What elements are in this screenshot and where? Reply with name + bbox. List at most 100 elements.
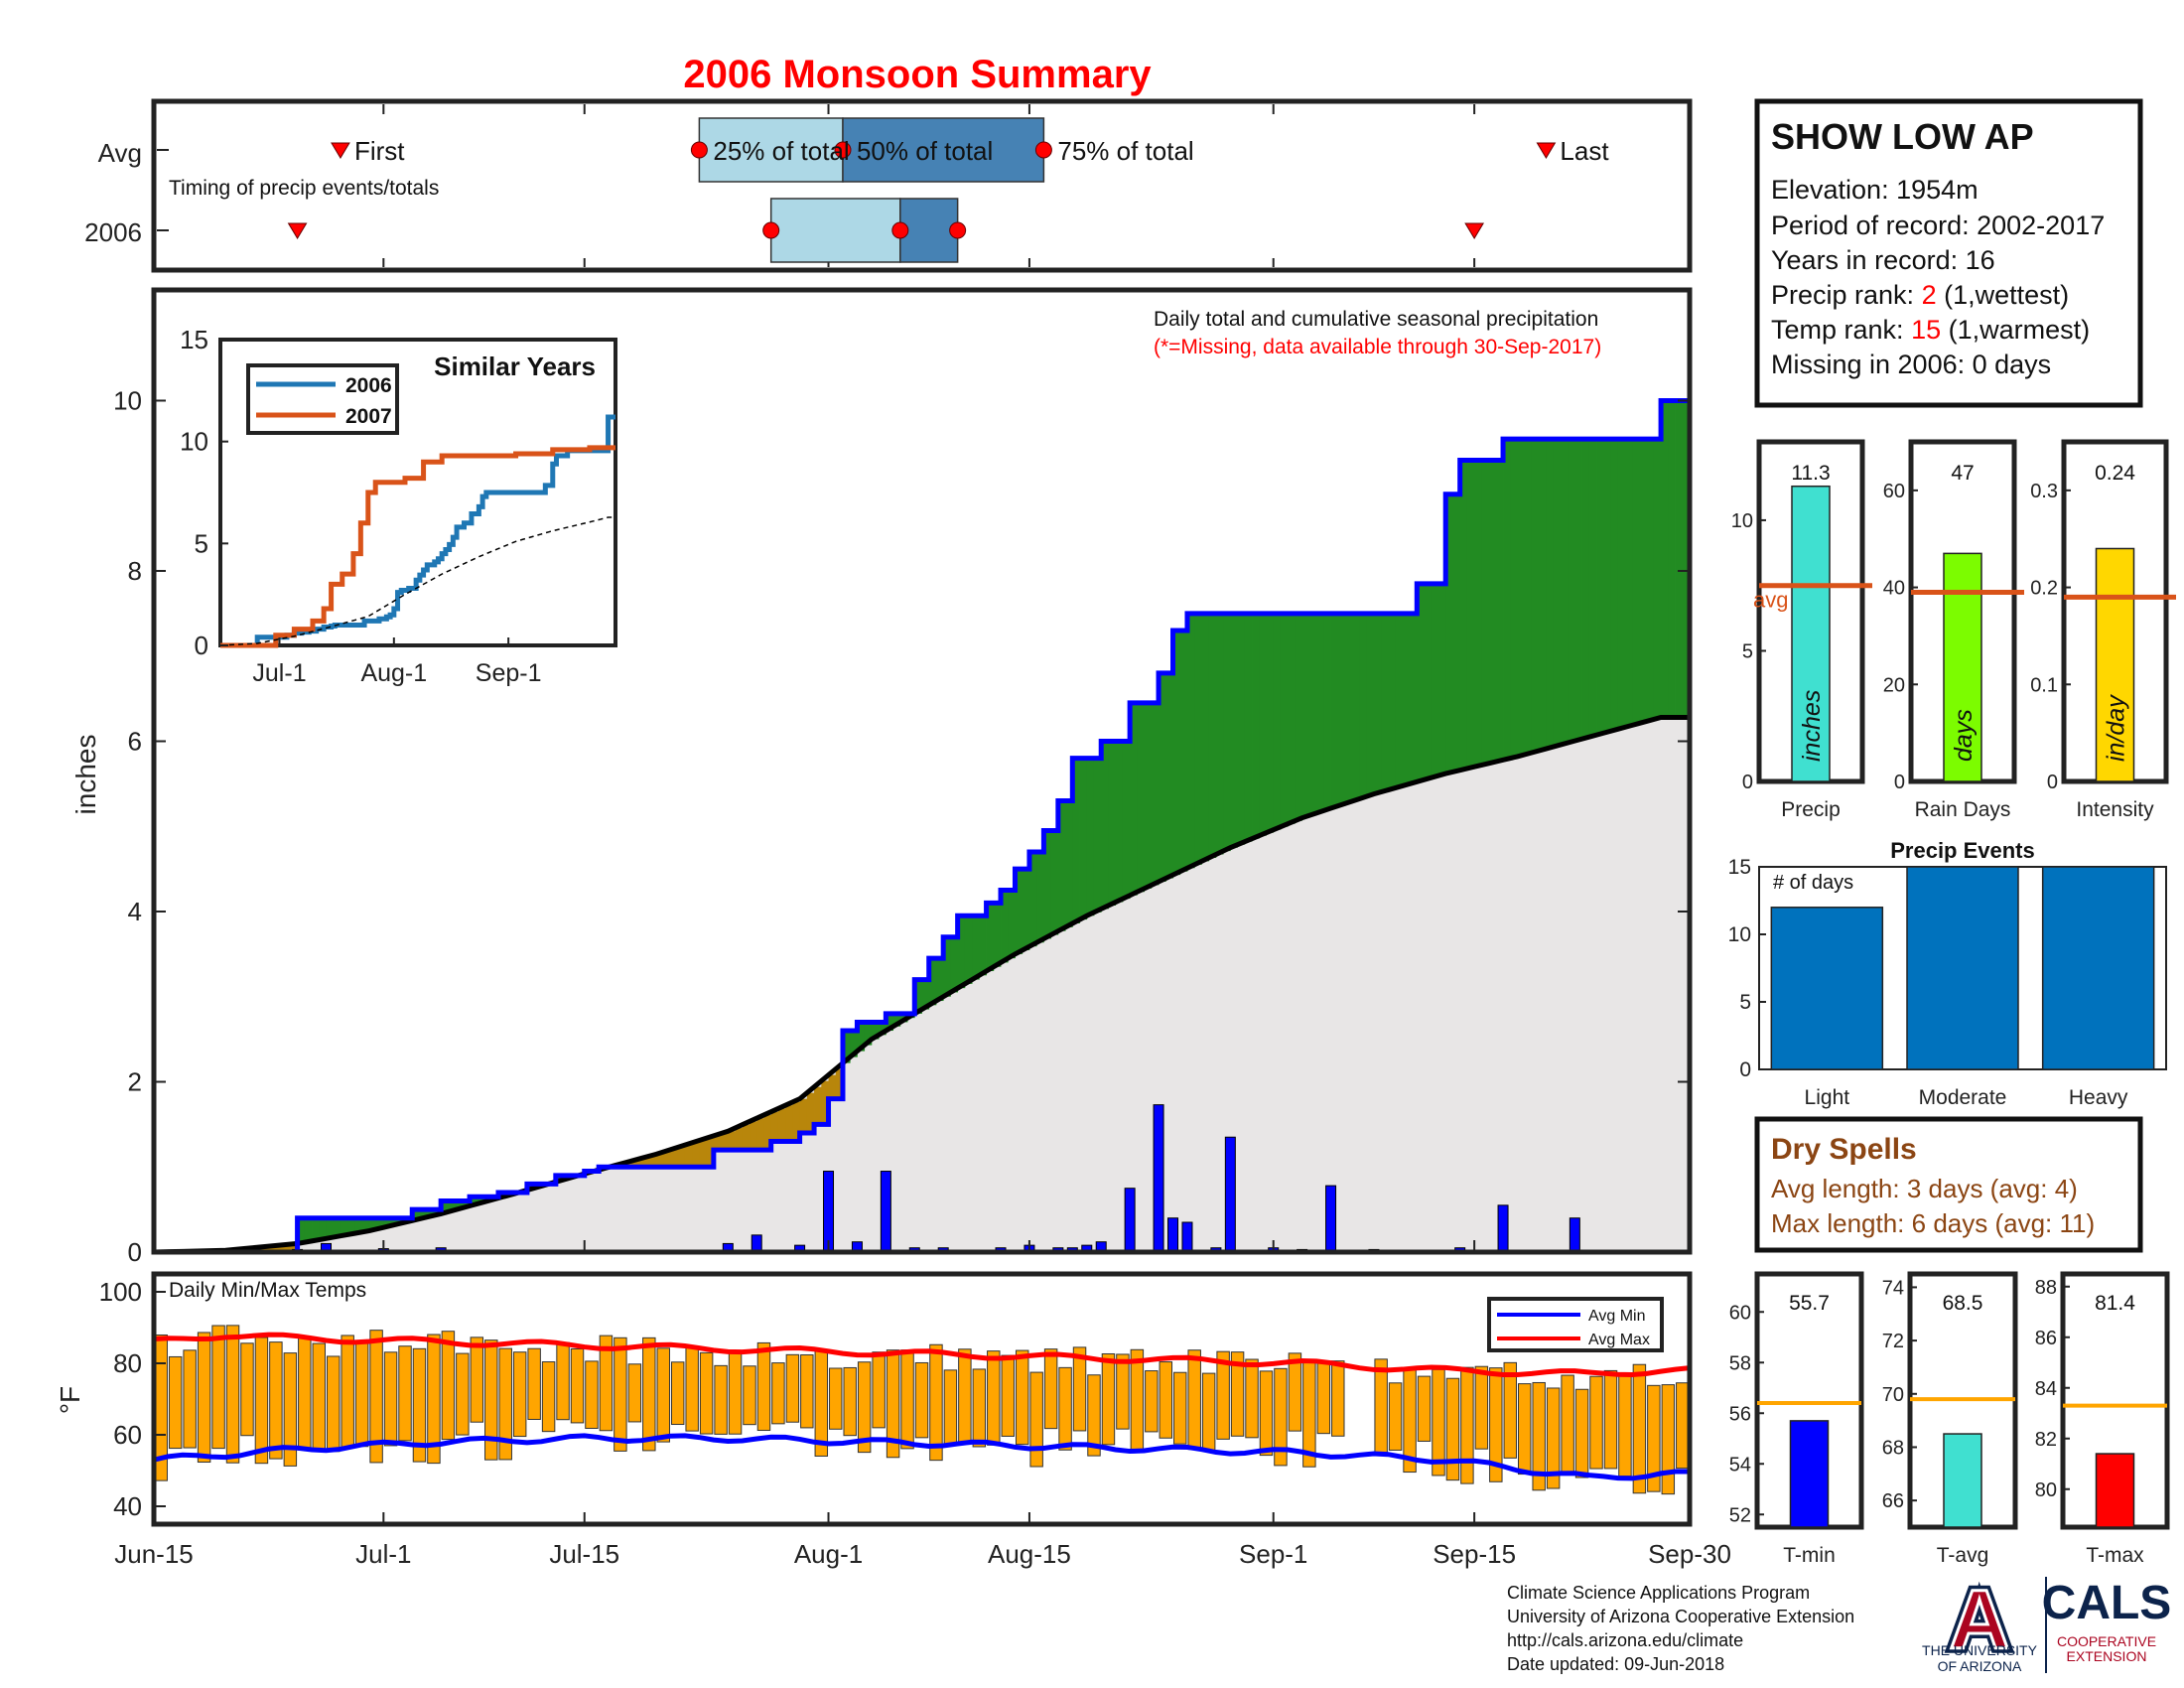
inset-x-tick-label: Aug-1 xyxy=(360,659,427,687)
daily-temp-bar xyxy=(987,1350,1001,1446)
timing-row-year-label: 2006 xyxy=(84,217,142,247)
surplus-band xyxy=(1402,613,1411,786)
surplus-band xyxy=(928,958,937,1006)
daily-temp-bar xyxy=(627,1363,642,1423)
temp-stat-bar xyxy=(1943,1433,1982,1528)
deficit-band xyxy=(835,1068,844,1099)
surplus-band xyxy=(1337,613,1346,806)
deficit-band xyxy=(728,1131,736,1151)
daily-temp-bar xyxy=(1374,1358,1388,1455)
ua-text-2: OF ARIZONA xyxy=(1938,1658,2022,1674)
surplus-band xyxy=(1675,400,1684,718)
deficit-band xyxy=(283,1244,291,1252)
quantile-marker xyxy=(762,221,780,239)
first-last-marker xyxy=(1464,222,1485,239)
daily-temp-bar xyxy=(168,1355,183,1450)
x-tick-label: Jun-15 xyxy=(114,1539,194,1569)
q50-label: 50% of total xyxy=(857,136,993,166)
temp-stat-category-label: T-avg xyxy=(1937,1544,1989,1567)
surplus-band xyxy=(1280,613,1289,827)
q50-q75-box xyxy=(842,117,1045,183)
temp-stat-category-label: T-max xyxy=(2086,1544,2144,1567)
daily-temp-bar xyxy=(756,1341,771,1432)
daily-temp-bar xyxy=(326,1355,341,1453)
daily-temp-bar xyxy=(312,1342,326,1450)
stat-value-label: 47 xyxy=(1951,462,1974,485)
stat-unit-label: in/day xyxy=(2103,694,2130,762)
station-missing: Missing in 2006: 0 days xyxy=(1771,350,2051,379)
temp-legend xyxy=(1487,1297,1664,1352)
surplus-band xyxy=(1273,613,1282,830)
y-tick-label: 2 xyxy=(128,1066,142,1096)
precip-chart: Daily total and cumulative seasonal prec… xyxy=(70,287,1693,1267)
footer-line-2: University of Arizona Cooperative Extens… xyxy=(1507,1607,1854,1626)
surplus-band xyxy=(1588,439,1597,738)
surplus-band xyxy=(1639,439,1648,724)
daily-temp-bar xyxy=(1474,1365,1489,1450)
surplus-band xyxy=(477,1196,484,1204)
similar-years-title: Similar Years xyxy=(434,352,596,381)
surplus-band xyxy=(921,979,930,1010)
temp-chart-title: Daily Min/Max Temps xyxy=(169,1279,366,1302)
surplus-band xyxy=(1452,493,1461,773)
deficit-band xyxy=(792,1101,801,1142)
stat-y-tick-label: 10 xyxy=(1731,510,1753,532)
temp-y-tick-label: 40 xyxy=(113,1491,142,1521)
surplus-band xyxy=(957,915,966,989)
avg-max-legend-label: Avg Max xyxy=(1588,1332,1650,1348)
daily-temp-bar xyxy=(269,1341,283,1460)
precip-rank: Precip rank: 2 (1,wettest) xyxy=(1771,280,2069,310)
stat-y-tick-label: 0.3 xyxy=(2030,481,2058,502)
temp-stat-y-tick-label: 84 xyxy=(2035,1378,2057,1400)
first-label: First xyxy=(354,136,405,166)
similar-years-legend xyxy=(246,363,399,435)
surplus-band xyxy=(376,1217,384,1229)
surplus-band xyxy=(1215,613,1224,855)
cals-sub-2: EXTENSION xyxy=(2067,1648,2147,1664)
surplus-band xyxy=(412,1209,420,1221)
q25-q50-box xyxy=(769,198,901,263)
daily-temp-bar xyxy=(283,1352,298,1467)
surplus-band xyxy=(1646,439,1655,722)
dry-spells: Dry Spells Avg length: 3 days (avg: 4) M… xyxy=(1754,1116,2143,1253)
stat-category-label: Rain Days xyxy=(1915,798,2011,821)
daily-temp-bar xyxy=(1159,1361,1173,1439)
surplus-band xyxy=(1259,613,1267,836)
stat-y-tick-label: 60 xyxy=(1883,481,1905,502)
daily-temp-bar xyxy=(1574,1388,1589,1478)
x-tick-label: Jul-15 xyxy=(549,1539,619,1569)
inset-y-tick-label: 10 xyxy=(180,427,208,457)
daily-temp-bar xyxy=(398,1345,412,1442)
daily-temp-bar xyxy=(614,1336,627,1452)
precip-y-axis-label: inches xyxy=(70,735,101,815)
surplus-band xyxy=(993,903,1002,967)
quantile-marker xyxy=(1034,141,1052,159)
y-tick-label: 6 xyxy=(128,726,142,756)
surplus-band xyxy=(1466,460,1475,769)
daily-precip-bar xyxy=(1224,1136,1236,1253)
stat-category-label: Intensity xyxy=(2076,798,2154,821)
surplus-band xyxy=(1079,758,1088,920)
surplus-band xyxy=(1596,439,1604,736)
stat-y-tick-label: 0 xyxy=(1742,772,1753,793)
surplus-band xyxy=(1295,613,1303,821)
daily-temp-bar xyxy=(1589,1375,1603,1470)
surplus-band xyxy=(1366,613,1375,797)
daily-temp-bar xyxy=(714,1364,728,1435)
daily-precip-bar xyxy=(1124,1188,1136,1253)
daily-temp-bar xyxy=(254,1336,269,1465)
temp-stat-y-tick-label: 66 xyxy=(1882,1490,1904,1512)
surplus-band xyxy=(354,1217,363,1234)
daily-temp-bar xyxy=(914,1361,929,1439)
daily-precip-bar xyxy=(1153,1104,1164,1253)
surplus-band xyxy=(964,915,973,984)
stat-y-tick-label: 5 xyxy=(1742,640,1753,662)
stat-value-label: 0.24 xyxy=(2095,462,2135,485)
daily-temp-bar xyxy=(1187,1349,1201,1451)
inset-y-tick-label: 0 xyxy=(195,631,208,660)
surplus-band xyxy=(1194,613,1202,865)
surplus-band xyxy=(850,1031,858,1057)
temp-y-tick-label: 60 xyxy=(113,1420,142,1450)
inset-y-tick-label: 5 xyxy=(195,528,208,558)
date-axis: Jun-15 Jul-1 Jul-15 Aug-1 Aug-15 Sep-1 Sep-15 S… xyxy=(114,1539,1731,1569)
